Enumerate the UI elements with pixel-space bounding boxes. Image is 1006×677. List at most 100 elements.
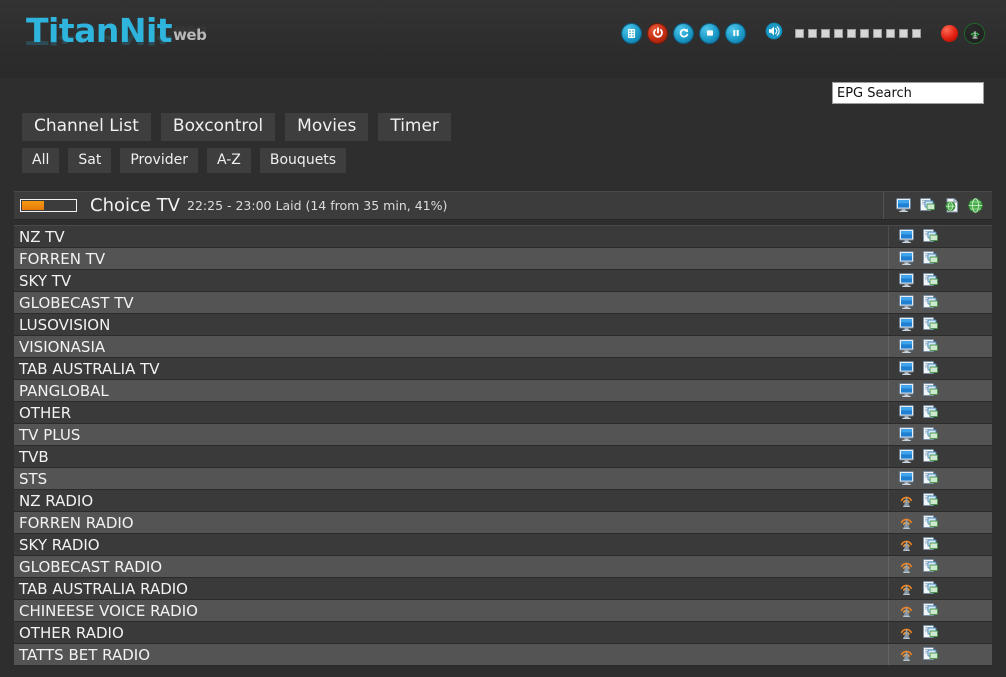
tv-screen-icon[interactable] [899, 361, 916, 376]
tab-movies[interactable]: Movies [285, 113, 369, 141]
multi-window-icon[interactable] [923, 449, 940, 464]
epg-search-input[interactable] [832, 82, 984, 104]
radio-antenna-icon[interactable] [899, 603, 916, 618]
multi-window-icon[interactable] [923, 383, 940, 398]
tv-screen-icon[interactable] [899, 273, 916, 288]
multi-window-icon[interactable] [923, 273, 940, 288]
volume-bar[interactable] [808, 28, 817, 38]
channel-row-actions [888, 424, 992, 445]
channel-row[interactable]: VISIONASIA [14, 336, 992, 358]
channel-name: OTHER [19, 403, 72, 422]
refresh-icon[interactable] [674, 23, 693, 43]
channel-row[interactable]: GLOBECAST TV [14, 292, 992, 314]
channel-name: STS [19, 469, 48, 488]
tab-a-z[interactable]: A-Z [206, 147, 251, 173]
volume-bar[interactable] [860, 28, 869, 38]
channel-row[interactable]: LUSOVISION [14, 314, 992, 336]
volume-bar[interactable] [821, 28, 830, 38]
multi-window-icon[interactable] [920, 198, 937, 213]
channel-row[interactable]: TATTS BET RADIO [14, 644, 992, 666]
volume-bar[interactable] [873, 28, 882, 38]
volume-bar[interactable] [795, 28, 804, 38]
channel-row[interactable]: NZ TV [14, 226, 992, 248]
tv-screen-icon[interactable] [896, 198, 913, 213]
channel-row[interactable]: CHINEESE VOICE RADIO [14, 600, 992, 622]
tv-screen-icon[interactable] [899, 295, 916, 310]
multi-window-icon[interactable] [923, 361, 940, 376]
multi-window-icon[interactable] [923, 515, 940, 530]
signal-antenna-icon[interactable] [965, 23, 984, 43]
channel-row[interactable]: STS [14, 468, 992, 490]
channel-row[interactable]: PANGLOBAL [14, 380, 992, 402]
volume-bar[interactable] [899, 28, 908, 38]
multi-window-icon[interactable] [923, 603, 940, 618]
volume-icon[interactable] [765, 22, 783, 44]
radio-antenna-icon[interactable] [899, 559, 916, 574]
multi-window-icon[interactable] [923, 427, 940, 442]
channel-row[interactable]: SKY RADIO [14, 534, 992, 556]
channel-row-actions [888, 292, 992, 313]
channel-row[interactable]: TAB AUSTRALIA TV [14, 358, 992, 380]
tab-sat[interactable]: Sat [68, 147, 112, 173]
tab-timer[interactable]: Timer [378, 113, 451, 141]
channel-row[interactable]: OTHER RADIO [14, 622, 992, 644]
channel-row-actions [888, 490, 992, 511]
tab-bouquets[interactable]: Bouquets [259, 147, 347, 173]
pause-icon[interactable] [726, 23, 745, 43]
channel-row[interactable]: TAB AUSTRALIA RADIO [14, 578, 992, 600]
multi-window-icon[interactable] [923, 471, 940, 486]
tab-all[interactable]: All [22, 147, 60, 173]
tv-screen-icon[interactable] [899, 427, 916, 442]
tv-screen-icon[interactable] [899, 449, 916, 464]
radio-antenna-icon[interactable] [899, 537, 916, 552]
keypad-icon[interactable] [622, 23, 641, 43]
multi-window-icon[interactable] [923, 339, 940, 354]
radio-antenna-icon[interactable] [899, 493, 916, 508]
volume-bar[interactable] [847, 28, 856, 38]
channel-name: GLOBECAST TV [19, 293, 134, 312]
multi-window-icon[interactable] [923, 405, 940, 420]
radio-antenna-icon[interactable] [899, 581, 916, 596]
channel-row[interactable]: FORREN RADIO [14, 512, 992, 534]
tv-screen-icon[interactable] [899, 339, 916, 354]
channel-row[interactable]: GLOBECAST RADIO [14, 556, 992, 578]
tab-provider[interactable]: Provider [120, 147, 198, 173]
stop-icon[interactable] [700, 23, 719, 43]
globe-icon[interactable] [968, 198, 983, 213]
tab-boxcontrol[interactable]: Boxcontrol [160, 113, 276, 141]
tv-screen-icon[interactable] [899, 471, 916, 486]
channel-row[interactable]: TV PLUS [14, 424, 992, 446]
multi-window-icon[interactable] [923, 317, 940, 332]
tv-screen-icon[interactable] [899, 317, 916, 332]
volume-bar[interactable] [886, 28, 895, 38]
radio-antenna-icon[interactable] [899, 515, 916, 530]
multi-window-icon[interactable] [923, 559, 940, 574]
multi-window-icon[interactable] [923, 625, 940, 640]
multi-window-icon[interactable] [923, 295, 940, 310]
radio-antenna-icon[interactable] [899, 647, 916, 662]
multi-window-icon[interactable] [923, 537, 940, 552]
radio-antenna-icon[interactable] [899, 625, 916, 640]
tv-screen-icon[interactable] [899, 251, 916, 266]
multi-window-icon[interactable] [923, 493, 940, 508]
volume-bar[interactable] [834, 28, 843, 38]
channel-row[interactable]: OTHER [14, 402, 992, 424]
tab-channel-list[interactable]: Channel List [22, 113, 151, 141]
tv-screen-icon[interactable] [899, 229, 916, 244]
multi-window-icon[interactable] [923, 229, 940, 244]
channel-row[interactable]: FORREN TV [14, 248, 992, 270]
volume-level-bars[interactable] [795, 28, 921, 38]
tv-screen-icon[interactable] [899, 383, 916, 398]
channel-row[interactable]: NZ RADIO [14, 490, 992, 512]
globe-page-icon[interactable] [944, 198, 961, 213]
multi-window-icon[interactable] [923, 251, 940, 266]
volume-bar[interactable] [912, 28, 921, 38]
power-icon[interactable] [648, 23, 667, 43]
multi-window-icon[interactable] [923, 647, 940, 662]
channel-row[interactable]: SKY TV [14, 270, 992, 292]
tv-screen-icon[interactable] [899, 405, 916, 420]
logo-secondary-text: web [173, 26, 207, 44]
multi-window-icon[interactable] [923, 581, 940, 596]
record-dot-icon[interactable] [941, 24, 958, 42]
channel-row[interactable]: TVB [14, 446, 992, 468]
